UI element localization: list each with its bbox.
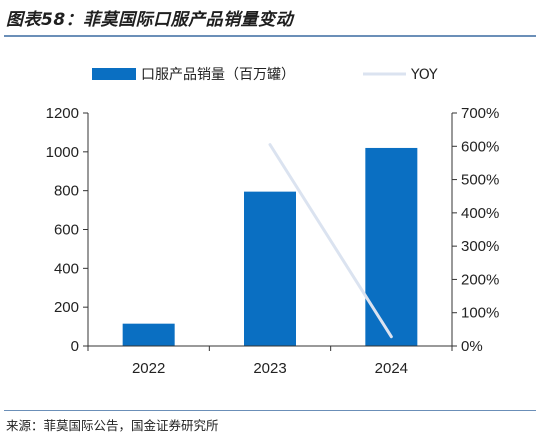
x-tick-label-2024: 2024 — [375, 360, 408, 377]
bar-2023 — [244, 191, 296, 346]
right-tick-label: 200% — [461, 271, 499, 288]
right-tick-label: 700% — [461, 105, 499, 122]
right-tick-label: 0% — [461, 338, 483, 355]
right-tick-label: 100% — [461, 305, 499, 322]
yoy-series-line — [268, 143, 393, 339]
x-tick-label-2023: 2023 — [253, 360, 286, 377]
right-tick-label: 400% — [461, 205, 499, 222]
right-tick-label: 600% — [461, 138, 499, 155]
left-tick-label: 200 — [54, 299, 79, 316]
legend-bar-swatch — [92, 68, 136, 80]
figure-title: 图表58：菲莫国际口服产品销量变动 — [6, 10, 294, 30]
right-tick-label: 300% — [461, 238, 499, 255]
x-axis-ticks: 2022 2023 2024 — [87, 346, 453, 377]
legend-bar-label: 口服产品销量（百万罐） — [141, 67, 295, 83]
bar-2024 — [365, 147, 418, 346]
right-axis-ticks: 0% 100% 200% 300% 400% 500% 600% 700% — [452, 105, 499, 355]
source-rule — [4, 410, 536, 411]
left-axis-ticks: 0 200 400 600 800 1000 1200 — [46, 105, 88, 355]
x-tick-label-2022: 2022 — [132, 360, 165, 377]
right-tick-label: 500% — [461, 172, 499, 189]
left-tick-label: 1200 — [46, 105, 79, 122]
legend-line-label: YOY — [410, 67, 438, 83]
bars — [122, 147, 418, 346]
left-tick-label: 800 — [54, 183, 79, 200]
left-tick-label: 1000 — [46, 144, 79, 161]
left-tick-label: 400 — [54, 260, 79, 277]
title-rule — [4, 35, 536, 37]
bar-2022 — [122, 323, 175, 346]
source-note: 来源：菲莫国际公告，国金证券研究所 — [6, 418, 219, 433]
left-tick-label: 0 — [71, 338, 79, 355]
left-tick-label: 600 — [54, 222, 79, 239]
legend: 口服产品销量（百万罐） YOY — [92, 67, 438, 83]
yoy-line — [268, 143, 393, 339]
